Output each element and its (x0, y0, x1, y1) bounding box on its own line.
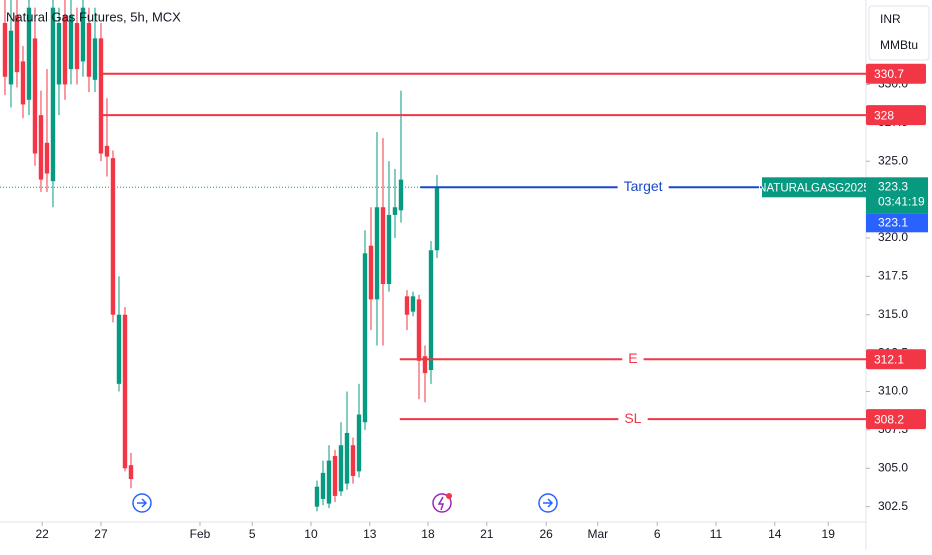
x-tick-label: 14 (768, 527, 782, 541)
candle-body (2, 23, 8, 77)
unit: MMBtu (880, 38, 918, 52)
event-icon[interactable] (538, 493, 558, 513)
candle-body (74, 23, 80, 70)
x-tick-label: 22 (36, 527, 50, 541)
candle-body (98, 38, 104, 154)
candle-body (416, 299, 422, 361)
candle-body (26, 7, 32, 100)
candle-body (38, 115, 44, 180)
countdown-label: 03:41:19 (878, 194, 925, 208)
candle-body (368, 245, 374, 300)
candle-body (320, 472, 326, 499)
x-tick-label: 13 (363, 527, 377, 541)
candle-body (62, 15, 68, 85)
candle-body (356, 414, 362, 472)
overlay: 302.5305.0307.5310.0312.5315.0317.5320.0… (36, 63, 928, 541)
bid-price-label: 323.1 (878, 215, 908, 229)
candle-body (380, 207, 386, 285)
x-tick-label: 27 (94, 527, 108, 541)
candle-body (50, 7, 56, 182)
candle-body (344, 432, 350, 484)
candle-body (422, 356, 428, 374)
y-tick-label: 320.0 (878, 230, 908, 244)
level-tag (866, 349, 926, 370)
x-tick-label: 6 (654, 527, 661, 541)
candle-body (104, 145, 110, 157)
level-tag-label: 308.2 (874, 412, 904, 426)
candle-body (44, 142, 50, 174)
candle-body (68, 15, 74, 70)
level-label: SL (624, 410, 641, 426)
x-tick-label: Mar (587, 527, 608, 541)
y-tick-label: 317.5 (878, 269, 908, 283)
level-label: Target (624, 178, 663, 194)
level-label-bg (622, 350, 644, 369)
currency: INR (880, 12, 901, 26)
y-tick-label: 302.5 (878, 499, 908, 513)
candle-body (398, 179, 404, 211)
candle-body (314, 486, 320, 507)
candle-body (128, 465, 134, 480)
candle-body (374, 207, 380, 300)
candle-body (86, 23, 92, 77)
candle-body (362, 253, 368, 423)
candle-body (428, 250, 434, 371)
candle-body (116, 314, 122, 384)
event-icon[interactable] (132, 493, 152, 513)
level-tag-label: 312.1 (874, 352, 904, 366)
x-tick-label: 26 (540, 527, 554, 541)
x-tick-label: 10 (304, 527, 318, 541)
x-tick-label: Feb (190, 527, 211, 541)
y-tick-label: 315.0 (878, 307, 908, 321)
level-tag (866, 409, 926, 430)
symbol-tag (762, 177, 866, 198)
candle-body (404, 296, 410, 315)
candle-body (434, 187, 440, 251)
candle-body (110, 158, 116, 315)
candle-body (410, 296, 416, 312)
symbol-tag-label: NATURALGASG2025 (758, 182, 870, 194)
x-tick-label: 11 (710, 527, 723, 541)
chart-title: Natural Gas Futures, 5h, MCX (6, 9, 181, 24)
unit-box[interactable] (868, 5, 930, 61)
candle-body (92, 38, 98, 80)
level-tag-label: 328 (874, 108, 894, 122)
y-tick-label: 310.0 (878, 384, 908, 398)
candle-body (122, 314, 128, 469)
candle-body (56, 23, 62, 85)
candle-body (32, 38, 38, 154)
level-tag (866, 105, 926, 126)
candle-body (332, 455, 338, 496)
level-label: E (628, 350, 637, 366)
candle-body (14, 15, 20, 73)
candle-body (80, 7, 86, 62)
level-label-bg (617, 178, 669, 197)
candle-body (392, 207, 398, 215)
y-tick-label: 325.0 (878, 153, 908, 167)
level-tag (866, 63, 926, 84)
level-tag-label: 330.7 (874, 67, 904, 81)
level-label-bg (618, 410, 648, 429)
candle-body (20, 61, 26, 105)
last-price-label: 323.3 (878, 179, 908, 193)
last-price-tag (866, 177, 928, 214)
x-tick-label: 19 (822, 527, 836, 541)
candle-body (8, 30, 14, 85)
candle-body (338, 445, 344, 492)
candle-body (326, 460, 332, 504)
x-tick-label: 5 (249, 527, 256, 541)
x-tick-label: 18 (421, 527, 435, 541)
bid-price-tag (866, 213, 928, 233)
y-tick-label: 305.0 (878, 460, 908, 474)
candle-body (350, 445, 356, 476)
event-icon[interactable] (432, 493, 452, 513)
x-tick-label: 21 (480, 527, 494, 541)
candle-body (386, 214, 392, 285)
plot-area: Target E SL (0, 0, 866, 512)
